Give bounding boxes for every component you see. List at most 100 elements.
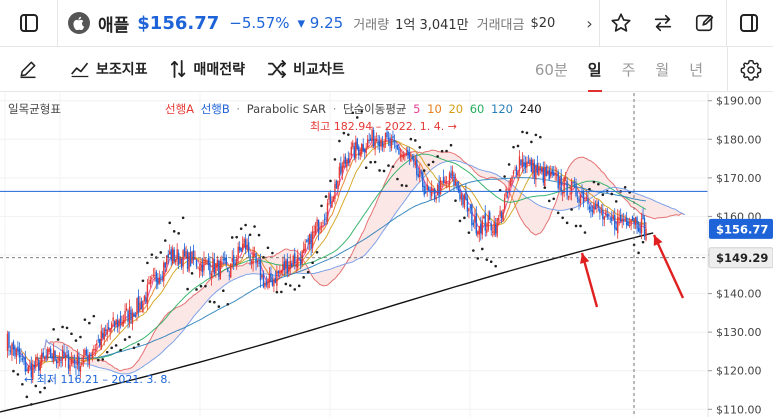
sar-dot — [329, 179, 332, 183]
sar-dot — [297, 284, 301, 288]
candle-body — [8, 331, 10, 349]
tab-60min[interactable]: 60분 — [534, 61, 568, 79]
trend-line-icon — [71, 62, 89, 78]
sar-dot — [83, 318, 87, 321]
red-arrow-right — [652, 234, 685, 299]
candle-body — [82, 356, 85, 363]
candle-body — [347, 158, 350, 164]
sar-dot — [503, 175, 506, 178]
candle-body — [125, 308, 128, 311]
indicator-button[interactable]: 보조지표 — [62, 47, 156, 92]
candle-body — [258, 262, 260, 264]
ichimoku-label: 일목균형표 — [8, 102, 61, 116]
candle-body — [453, 174, 455, 186]
price-chart[interactable]: 최고 182.94 – 2022. 1. 4. → ← 최저 116.21 – 2… — [0, 92, 773, 417]
strategy-button[interactable]: 매매전략 — [162, 47, 254, 92]
candle-body — [243, 238, 245, 248]
chevron-right-icon[interactable]: › — [580, 0, 600, 47]
sar-dot — [132, 346, 136, 350]
candle-body — [331, 201, 333, 208]
candle-body — [112, 317, 114, 321]
sar-dot — [239, 227, 243, 231]
ma-120: 120 — [491, 102, 513, 116]
sidebar-toggle-button[interactable] — [0, 0, 58, 47]
candle-body — [514, 169, 516, 171]
tab-year[interactable]: 년 — [689, 61, 703, 79]
candle-body — [599, 208, 601, 214]
tab-week[interactable]: 주 — [621, 61, 636, 79]
candle-body — [99, 338, 101, 346]
star-icon — [611, 13, 631, 32]
candle-body — [435, 197, 437, 200]
candle-body — [463, 194, 466, 208]
candle-body — [308, 233, 311, 245]
candle-body — [103, 328, 105, 340]
candle-body — [457, 187, 460, 193]
candle-body — [9, 350, 12, 352]
sar-dot — [34, 384, 38, 388]
candle-body — [337, 180, 339, 190]
swap-button[interactable] — [642, 0, 684, 47]
candle-body — [212, 258, 214, 273]
candle-body — [231, 257, 233, 262]
candle-body — [484, 212, 486, 231]
candle-body — [405, 153, 408, 155]
candle-body — [164, 262, 166, 268]
candle-body — [36, 358, 38, 360]
candle-body — [189, 251, 192, 267]
sar-dot — [306, 270, 310, 274]
sar-dot — [431, 160, 435, 164]
candle-body — [136, 297, 138, 315]
candle-body — [472, 222, 475, 225]
current-price-badge — [709, 218, 773, 239]
sar-dot — [248, 233, 252, 237]
candle-body — [146, 284, 149, 305]
candle-body — [84, 349, 86, 356]
candle-body — [356, 138, 358, 149]
sar-dot — [454, 199, 457, 202]
candle-body — [160, 277, 162, 279]
candle-body — [113, 321, 116, 327]
change-percent: −5.57% — [229, 14, 290, 32]
candle-body — [43, 356, 46, 360]
edit-button[interactable] — [684, 0, 726, 47]
sar-dot — [177, 232, 180, 235]
candle-body — [106, 329, 108, 335]
candle-body — [358, 146, 360, 156]
sar-dot — [597, 182, 600, 186]
candle-body — [238, 246, 241, 251]
sar-dot — [128, 335, 131, 339]
candle-body — [575, 183, 577, 197]
candle-body — [280, 270, 283, 273]
candle-body — [151, 277, 153, 280]
tab-day[interactable]: 일 — [578, 47, 612, 92]
draw-tool-button[interactable] — [0, 47, 62, 92]
candle-body — [439, 180, 442, 194]
compare-button[interactable]: 비교차트 — [259, 47, 353, 92]
candle-body — [475, 213, 478, 234]
candle-body — [530, 159, 533, 172]
candle-body — [204, 260, 207, 262]
candle-body — [60, 361, 62, 363]
pen-icon — [20, 61, 36, 79]
settings-button[interactable] — [727, 47, 773, 92]
candle-body — [584, 199, 586, 201]
tab-month[interactable]: 월 — [655, 61, 670, 79]
candle-body — [411, 156, 414, 159]
candle-body — [441, 181, 443, 183]
candle-body — [72, 360, 74, 364]
candle-body — [66, 351, 68, 353]
chart-area[interactable]: 최고 182.94 – 2022. 1. 4. → ← 최저 116.21 – 2… — [0, 92, 773, 417]
sar-dot — [172, 230, 176, 233]
candle-body — [350, 146, 353, 156]
candle-body — [502, 209, 504, 222]
candle-body — [97, 339, 99, 341]
candle-body — [185, 251, 187, 257]
sar-dot — [565, 221, 569, 225]
sar-dot — [561, 216, 564, 220]
sar-dot — [266, 246, 270, 250]
panel-toggle-button[interactable] — [726, 0, 770, 47]
favorite-button[interactable] — [600, 0, 642, 47]
candle-body — [466, 198, 469, 212]
candle-body — [314, 225, 317, 236]
